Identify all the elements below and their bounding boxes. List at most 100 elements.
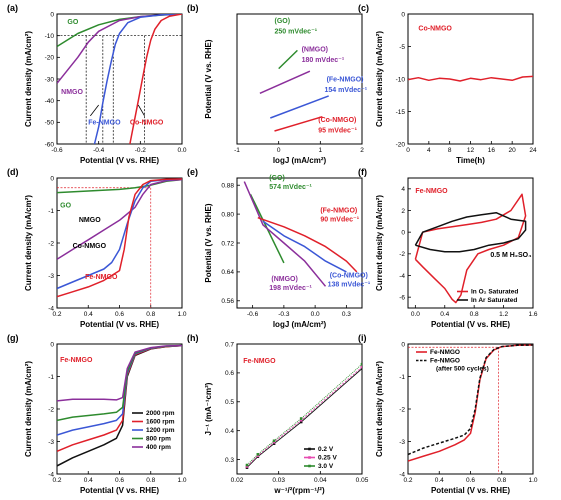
data-point: [299, 418, 303, 422]
x-tick-label: 24: [529, 147, 537, 154]
series-fe-nmgo-line: [270, 95, 329, 119]
annotation: (Fe-NMGO): [320, 207, 357, 214]
x-axis-label: Potential (V vs. RHE): [431, 486, 510, 495]
x-tick-label: 0.03: [272, 477, 285, 484]
panel-label: (f): [358, 167, 367, 177]
panel-label: (b): [187, 3, 199, 13]
data-point: [272, 440, 276, 444]
y-tick-label: 4: [401, 186, 405, 193]
y-axis-label: Current density (mA/cm²): [24, 31, 33, 127]
legend-marker: [308, 447, 311, 451]
panel-e: (e) -0.6 -0.3 0.0 0.3 0.56 0.64 0.72 0.80 0.88 log…: [187, 167, 371, 329]
panel-label: (c): [358, 3, 369, 13]
data-point: [360, 362, 362, 366]
y-tick-label: 2: [401, 208, 405, 215]
annotation: GO: [67, 19, 78, 26]
series-0-2-v-line: [246, 368, 362, 468]
plot-area: [243, 181, 358, 287]
legend-marker: [308, 456, 311, 459]
y-tick-label: -40: [45, 98, 55, 105]
series-fe-nmgo-line: [57, 178, 182, 298]
legend-entry: 1600 rpm: [146, 419, 175, 426]
x-tick-label: 0: [277, 147, 281, 154]
annotation: 250 mVdec⁻¹: [275, 29, 318, 36]
y-tick-label: 0.80: [221, 211, 234, 218]
annotation: 95 mVdec⁻¹: [318, 127, 357, 134]
annotation: 138 mVdec⁻¹: [328, 281, 371, 288]
y-tick-label: -4: [399, 471, 405, 478]
x-tick-label: 0.6: [115, 311, 124, 318]
y-tick-label: -10: [396, 76, 406, 83]
legend-entry-note: (after 500 cycles): [436, 366, 489, 373]
x-tick-label: -1: [234, 147, 240, 154]
x-tick-label: 0.0: [177, 147, 186, 154]
series-nmgo-line: [243, 181, 327, 287]
y-tick-label: 0.88: [221, 183, 234, 190]
x-tick-label: 0.8: [146, 311, 155, 318]
series-co-nmgo-line: [408, 75, 533, 82]
y-tick-label: -5: [399, 44, 405, 51]
panel-h: (h) 0.02 0.03 0.04 0.05 0.3 0.4 0.5 0.6 0.7 w⁻¹/²(…: [187, 333, 369, 495]
annotation: Fe-NMGO: [415, 188, 448, 195]
series-nmgo-line: [57, 178, 182, 260]
annotation: Fe-NMGO: [60, 357, 93, 364]
series-fe-nmgo-line: [257, 216, 358, 273]
plot-area: [259, 49, 329, 132]
x-tick-label: 0: [406, 147, 410, 154]
y-axis-label: J⁻¹ (mA⁻¹cm²): [204, 382, 213, 435]
x-tick-label: 8: [448, 147, 452, 154]
y-tick-label: 0.5: [225, 399, 234, 406]
series-fe-nmgo-line: [93, 14, 182, 144]
annotation: GO: [60, 202, 71, 209]
data-point: [360, 365, 362, 369]
annotation: 154 mVdec⁻¹: [325, 87, 368, 94]
annotation: Fe-NMGO: [243, 358, 276, 365]
y-axis-label: Current density (mA/cm²): [375, 361, 384, 457]
x-tick-label: 0.8: [497, 477, 506, 484]
y-tick-label: -1: [48, 208, 54, 215]
annotation: (GO): [269, 175, 285, 182]
y-tick-label: -4: [399, 273, 405, 280]
x-tick-label: -0.2: [135, 147, 147, 154]
y-tick-label: 0.56: [221, 298, 234, 305]
panel-i: (i) 0.2 0.4 0.6 0.8 1.0 -4 -3 -2 -1 0 Potential (V …: [358, 333, 538, 495]
panel-label: (g): [7, 333, 19, 343]
legend-entry: Fe-NMGO: [430, 358, 460, 365]
y-tick-label: -20: [45, 55, 55, 62]
x-tick-label: 0.8: [146, 477, 155, 484]
x-tick-label: 0.2: [52, 311, 61, 318]
y-tick-label: -30: [45, 76, 55, 83]
x-axis-label: Time(h): [456, 156, 485, 165]
x-tick-label: 0.05: [356, 477, 369, 484]
y-tick-label: -1: [48, 374, 54, 381]
x-tick-label: -0.6: [51, 147, 63, 154]
x-axis-label: w⁻¹/²(rpm⁻¹/²): [273, 486, 325, 495]
series-co-nmgo-line: [274, 115, 323, 132]
panel-g: (g) 0.2 0.4 0.6 0.8 1.0 -4 -3 -2 -1 0 Potential (V …: [7, 333, 187, 495]
series-fe-nmgo-after-500-cycles--line: [408, 344, 533, 456]
data-point: [256, 453, 260, 456]
legend-entry: In O₂ Saturated: [471, 289, 518, 296]
y-tick-label: -2: [48, 240, 54, 247]
y-tick-label: 0.6: [225, 370, 234, 377]
series-co-nmgo-line: [57, 178, 182, 290]
plot-area: [245, 362, 362, 469]
series-go-line: [278, 49, 298, 70]
x-tick-label: -0.3: [278, 311, 290, 318]
y-tick-label: 0.72: [221, 240, 234, 247]
x-tick-label: 0.3: [342, 311, 351, 318]
legend-entry: 1200 rpm: [146, 427, 175, 434]
annotation: 90 mVdec⁻¹: [320, 216, 359, 223]
y-axis-label: Potential (V vs. RHE): [204, 39, 213, 118]
annotation: Fe-NMGO: [88, 120, 121, 127]
panel-f: (f) 0.0 0.4 0.8 1.2 1.6 -6 -4 -2 0 2 4 Potential (V …: [358, 167, 538, 329]
x-tick-label: 0.2: [403, 477, 412, 484]
x-axis-label: Potential (V vs. RHE): [80, 320, 159, 329]
legend-entry: Fe-NMGO: [430, 349, 460, 356]
x-tick-label: 0.0: [411, 311, 420, 318]
annotation: (Fe-NMGO): [327, 77, 364, 84]
annotation: Fe-NMGO: [85, 274, 118, 281]
series-nmgo-line: [259, 70, 311, 94]
legend-entry: 3.0 V: [318, 463, 334, 470]
data-point: [360, 367, 362, 370]
